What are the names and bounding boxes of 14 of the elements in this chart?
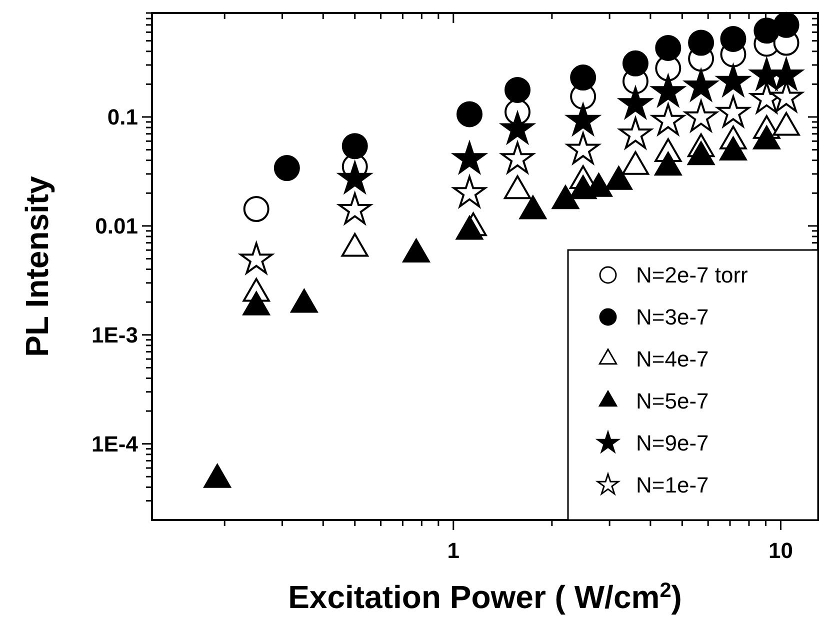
legend-label: N=3e-7 [636, 304, 709, 330]
x-axis-title: Excitation Power ( W/cm$^{2}$) [288, 578, 682, 615]
y-tick-label: 0.1 [107, 104, 138, 130]
legend-label: N=4e-7 [636, 346, 709, 372]
x-tick-label: 1 [447, 538, 460, 563]
x-tick-label: 10 [768, 538, 793, 563]
legend-label: N=1e-7 [636, 472, 709, 498]
y-tick-label: 0.01 [95, 214, 138, 239]
y-tick-label: 1E-4 [92, 432, 139, 457]
legend-label: N=9e-7 [636, 430, 709, 456]
legend-label: N=2e-7 torr [636, 262, 748, 288]
y-axis-title: PL Intensity [19, 176, 55, 357]
legend-label: N=5e-7 [636, 388, 709, 414]
y-tick-label: 1E-3 [92, 322, 138, 348]
